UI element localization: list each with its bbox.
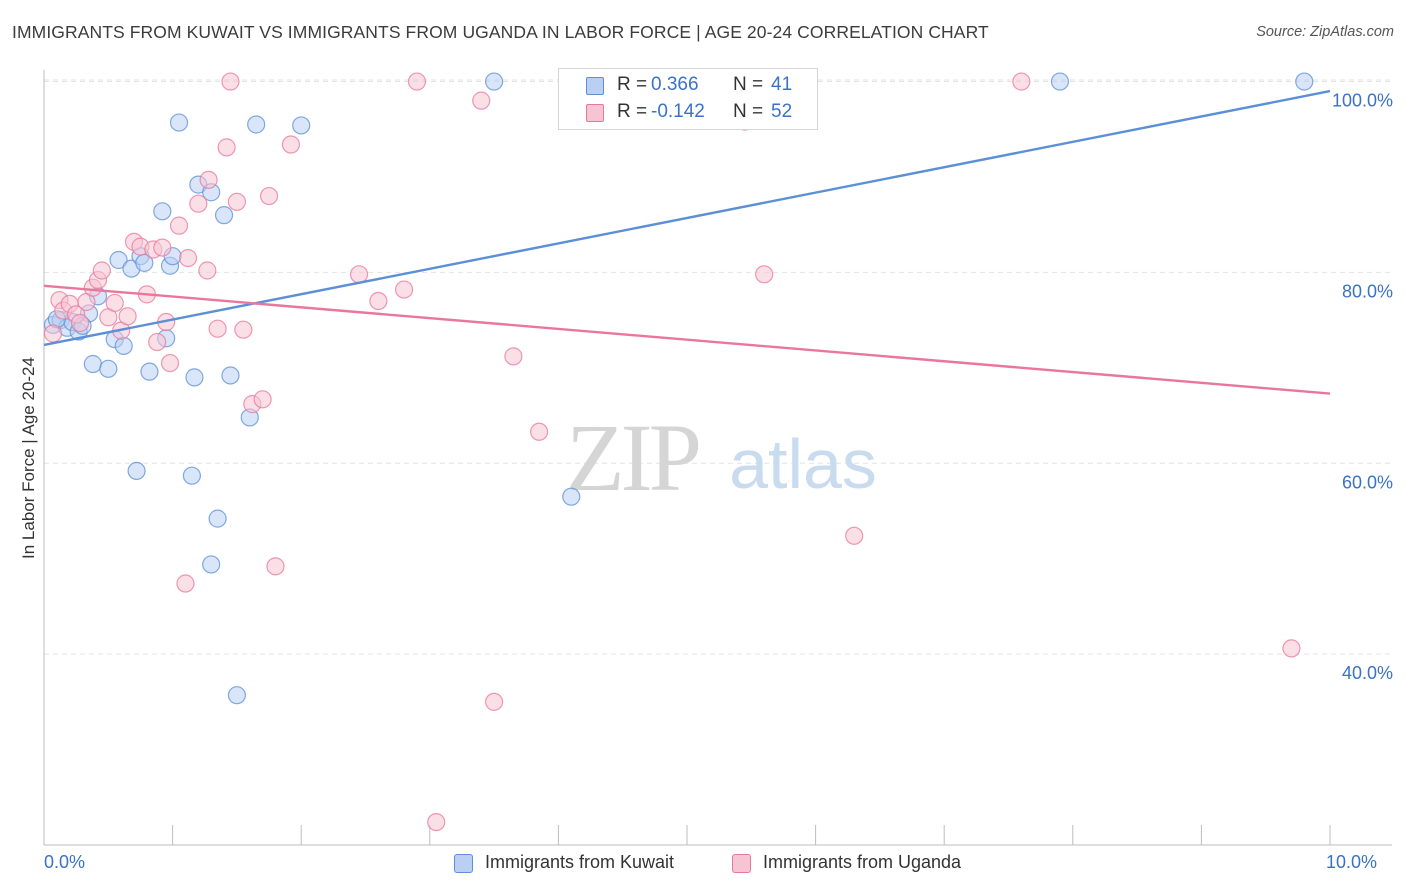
point-immigrants-from-uganda bbox=[1282, 639, 1301, 658]
point-immigrants-from-kuwait bbox=[109, 250, 128, 270]
point-immigrants-from-uganda bbox=[169, 216, 189, 235]
point-immigrants-from-uganda bbox=[504, 347, 523, 366]
watermark-zip: ZIP bbox=[566, 404, 699, 511]
uganda-swatch bbox=[586, 104, 604, 122]
point-immigrants-from-uganda bbox=[160, 353, 180, 373]
source-label: Source: ZipAtlas.com bbox=[1256, 24, 1394, 40]
point-immigrants-from-uganda bbox=[176, 574, 195, 593]
y-tick-label: 100.0% bbox=[1332, 91, 1393, 111]
point-immigrants-from-uganda bbox=[118, 307, 137, 326]
point-immigrants-from-kuwait bbox=[1295, 72, 1314, 91]
point-immigrants-from-kuwait bbox=[208, 509, 227, 528]
stats-row-uganda: R = -0.142 N = 52 bbox=[559, 100, 817, 126]
point-immigrants-from-kuwait bbox=[169, 113, 189, 132]
point-immigrants-from-uganda bbox=[394, 280, 414, 299]
n-label: N = bbox=[733, 74, 764, 95]
point-immigrants-from-uganda bbox=[407, 72, 427, 91]
point-immigrants-from-kuwait bbox=[562, 487, 581, 506]
legend-label: Immigrants from Kuwait bbox=[485, 852, 675, 872]
r-value: 0.366 bbox=[651, 74, 699, 95]
point-immigrants-from-kuwait bbox=[114, 336, 133, 355]
watermark: ZIP atlas bbox=[566, 404, 877, 511]
uganda-legend-swatch bbox=[732, 854, 751, 873]
point-immigrants-from-uganda bbox=[208, 319, 227, 338]
point-immigrants-from-kuwait bbox=[221, 366, 240, 385]
point-immigrants-from-kuwait bbox=[202, 555, 221, 574]
point-immigrants-from-uganda bbox=[43, 324, 63, 343]
point-immigrants-from-uganda bbox=[105, 293, 124, 313]
n-label: N = bbox=[733, 101, 764, 122]
point-immigrants-from-uganda bbox=[153, 238, 172, 257]
point-immigrants-from-kuwait bbox=[185, 368, 204, 387]
trend-line-immigrants-from-uganda bbox=[43, 284, 1331, 395]
kuwait-swatch bbox=[586, 77, 604, 95]
point-immigrants-from-uganda bbox=[221, 72, 240, 91]
point-immigrants-from-uganda bbox=[349, 265, 369, 284]
r-label: R = bbox=[617, 74, 648, 95]
point-immigrants-from-kuwait bbox=[485, 72, 504, 91]
point-immigrants-from-uganda bbox=[217, 138, 236, 157]
n-value: 41 bbox=[771, 74, 793, 95]
point-immigrants-from-uganda bbox=[427, 812, 446, 832]
point-immigrants-from-kuwait bbox=[292, 116, 311, 135]
point-immigrants-from-uganda bbox=[70, 313, 90, 333]
y-tick-label: 60.0% bbox=[1342, 472, 1393, 492]
chart-title: IMMIGRANTS FROM KUWAIT VS IMMIGRANTS FRO… bbox=[12, 22, 989, 42]
x-tick-label-max: 10.0% bbox=[1326, 852, 1378, 872]
point-immigrants-from-uganda bbox=[369, 291, 388, 311]
point-immigrants-from-uganda bbox=[266, 557, 285, 576]
point-immigrants-from-uganda bbox=[199, 170, 218, 189]
point-immigrants-from-kuwait bbox=[214, 206, 234, 225]
point-immigrants-from-uganda bbox=[227, 192, 246, 211]
y-tick-labels: 40.0% 60.0% 80.0% 100.0% bbox=[1332, 91, 1393, 684]
point-immigrants-from-uganda bbox=[92, 261, 111, 280]
r-label: R = bbox=[617, 101, 648, 122]
point-immigrants-from-uganda bbox=[234, 320, 253, 339]
point-immigrants-from-kuwait bbox=[1050, 72, 1070, 91]
point-immigrants-from-kuwait bbox=[99, 359, 118, 378]
x-tick-label-min: 0.0% bbox=[44, 852, 86, 872]
y-tick-label: 40.0% bbox=[1342, 663, 1393, 683]
point-immigrants-from-kuwait bbox=[182, 466, 201, 485]
point-immigrants-from-kuwait bbox=[153, 202, 172, 221]
stats-row-kuwait: R = 0.366 N = 41 bbox=[559, 73, 817, 99]
point-immigrants-from-kuwait bbox=[227, 686, 246, 705]
watermark-atlas: atlas bbox=[729, 425, 877, 503]
trend-lines bbox=[43, 89, 1331, 395]
point-immigrants-from-uganda bbox=[755, 265, 774, 284]
point-immigrants-from-uganda bbox=[148, 332, 167, 352]
gridlines bbox=[44, 79, 1392, 655]
point-immigrants-from-uganda bbox=[485, 692, 504, 711]
axes bbox=[43, 70, 1392, 846]
r-value: -0.142 bbox=[651, 101, 705, 122]
point-immigrants-from-uganda bbox=[189, 194, 208, 213]
n-value: 52 bbox=[771, 101, 793, 122]
point-immigrants-from-kuwait bbox=[83, 354, 102, 374]
point-immigrants-from-kuwait bbox=[247, 115, 266, 134]
point-immigrants-from-uganda bbox=[253, 390, 272, 409]
point-immigrants-from-uganda bbox=[1012, 72, 1031, 91]
point-immigrants-from-kuwait bbox=[127, 461, 146, 481]
point-immigrants-from-uganda bbox=[259, 186, 279, 206]
y-tick-label: 80.0% bbox=[1342, 281, 1393, 301]
point-immigrants-from-uganda bbox=[845, 526, 864, 545]
point-immigrants-from-kuwait bbox=[140, 362, 159, 381]
stats-legend: R = 0.366 N = 41 R = -0.142 N = 52 bbox=[558, 68, 818, 130]
kuwait-legend-swatch bbox=[454, 854, 473, 873]
point-immigrants-from-uganda bbox=[472, 91, 491, 110]
point-immigrants-from-uganda bbox=[178, 248, 198, 268]
legend-label: Immigrants from Uganda bbox=[763, 852, 962, 872]
point-immigrants-from-uganda bbox=[198, 261, 217, 280]
point-immigrants-from-uganda bbox=[281, 135, 301, 154]
series-legend: Immigrants from Kuwait Immigrants from U… bbox=[0, 852, 1406, 878]
point-immigrants-from-uganda bbox=[530, 422, 549, 441]
